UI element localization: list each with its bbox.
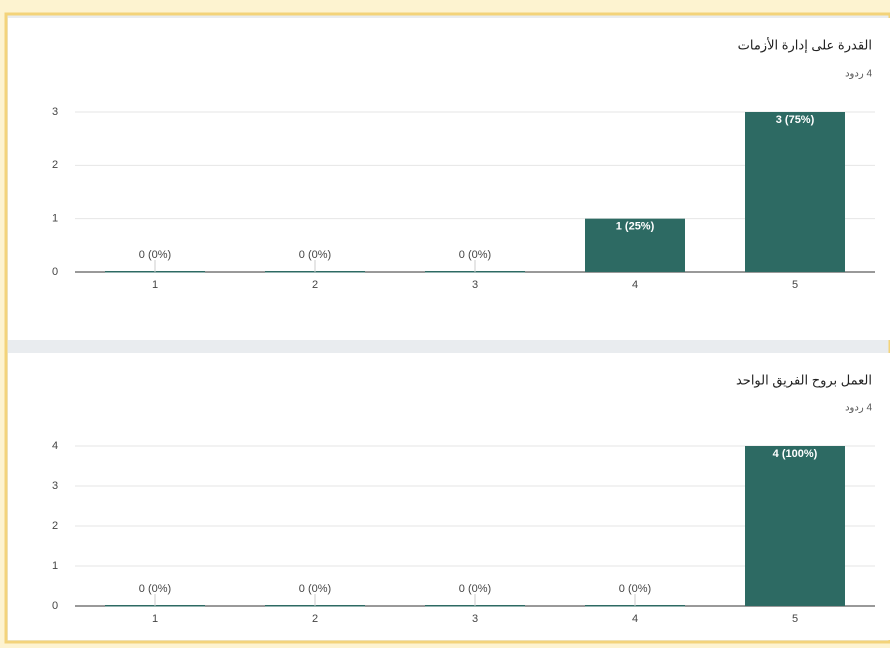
x-tick-label: 3: [472, 279, 478, 291]
chart-subtitle: 4 ردود: [845, 69, 872, 80]
x-tick-label: 4: [632, 279, 638, 291]
chart-title: العمل بروح الفريق الواحد: [736, 372, 872, 388]
value-label: 0 (0%): [139, 249, 171, 261]
x-tick-label: 2: [312, 613, 318, 625]
y-tick-label: 2: [52, 520, 58, 532]
y-tick-label: 3: [52, 106, 58, 118]
y-tick-label: 1: [52, 560, 58, 572]
x-tick-label: 4: [632, 613, 638, 625]
panel: [8, 18, 890, 340]
value-label: 3 (75%): [776, 114, 815, 126]
value-label: 0 (0%): [619, 583, 651, 595]
panel: [8, 353, 890, 640]
y-tick-label: 3: [52, 480, 58, 492]
y-tick-label: 0: [52, 266, 58, 278]
x-tick-label: 1: [152, 279, 158, 291]
value-label: 0 (0%): [299, 249, 331, 261]
x-tick-label: 1: [152, 613, 158, 625]
value-label: 0 (0%): [459, 249, 491, 261]
x-tick-label: 5: [792, 279, 798, 291]
x-tick-label: 2: [312, 279, 318, 291]
y-tick-label: 1: [52, 213, 58, 225]
value-label: 0 (0%): [139, 583, 171, 595]
x-tick-label: 3: [472, 613, 478, 625]
x-tick-label: 5: [792, 613, 798, 625]
bar: [585, 218, 685, 272]
chart-title: القدرة على إدارة الأزمات: [738, 36, 872, 53]
value-label: 1 (25%): [616, 221, 655, 233]
bar: [745, 112, 845, 272]
y-tick-label: 2: [52, 159, 58, 171]
y-tick-label: 0: [52, 600, 58, 612]
bar: [745, 446, 845, 606]
chart-subtitle: 4 ردود: [845, 403, 872, 414]
value-label: 4 (100%): [773, 448, 818, 460]
y-tick-label: 4: [52, 440, 58, 452]
value-label: 0 (0%): [459, 583, 491, 595]
value-label: 0 (0%): [299, 583, 331, 595]
